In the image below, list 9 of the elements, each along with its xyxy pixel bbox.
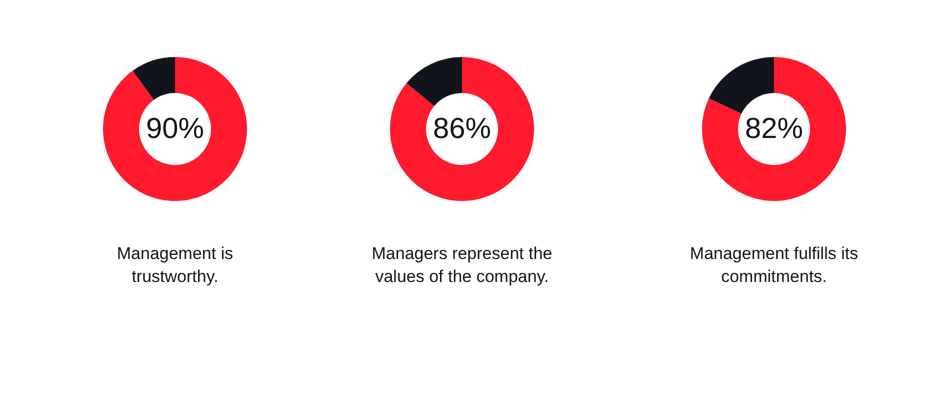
text: Management fulfills its commitments. [688, 243, 860, 288]
donut-slice [132, 57, 175, 100]
donut-slice [708, 57, 774, 114]
donut-slice [406, 57, 462, 106]
text: Management is trustworthy. [116, 243, 234, 288]
data-label: 82% [700, 55, 848, 203]
text: Managers represent the values of the company. [370, 243, 554, 288]
data-label: 90% [101, 55, 249, 203]
data-label: 86% [388, 55, 536, 203]
